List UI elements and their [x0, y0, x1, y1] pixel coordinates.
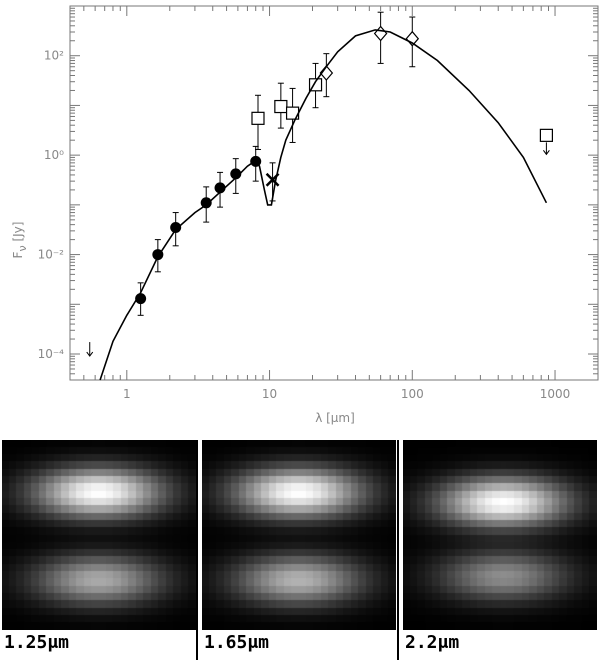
x-tick-label: 1	[123, 387, 131, 401]
sed-plot: 1 10 100 1000 10⁻⁴ 10⁻² 10⁰ 10² λ [μm] Fν [Jy]	[11, 5, 599, 425]
diamond-point	[319, 65, 334, 81]
upper-limit-arrowhead	[86, 351, 94, 357]
diamond-point	[373, 25, 388, 42]
image-1-heatmap	[2, 440, 196, 630]
square-point	[539, 128, 553, 142]
x-tick-label: 10	[262, 387, 277, 401]
square-point	[274, 99, 288, 114]
x-axis-label: λ [μm]	[315, 411, 355, 425]
image-1-label: 1.25μm	[4, 632, 70, 653]
plot-marks	[86, 11, 553, 381]
y-tick-label: 10⁰	[44, 148, 64, 162]
y-tick-label: 10²	[44, 49, 64, 63]
plot-axes: 1 10 100 1000 10⁻⁴ 10⁻² 10⁰ 10²	[38, 5, 599, 401]
image-panel-2: 1.65μm	[202, 440, 396, 660]
x-tick-label: 100	[401, 387, 424, 401]
photometry-point	[170, 222, 182, 234]
plot-frame	[69, 5, 599, 381]
x-tick-label: 1000	[540, 387, 571, 401]
photometry-point	[230, 168, 242, 180]
sed-model-curve	[99, 29, 548, 381]
y-tick-label: 10⁻²	[38, 248, 65, 262]
image-panel-1: 1.25μm	[2, 440, 196, 660]
image-2-heatmap	[202, 440, 396, 630]
image-2-label: 1.65μm	[204, 632, 270, 653]
upper-limit-arrowhead	[542, 150, 550, 156]
y-tick-label: 10⁻⁴	[38, 347, 65, 361]
divider-1	[196, 440, 198, 660]
y-axis-label: Fν [Jy]	[11, 222, 29, 259]
divider-2	[397, 440, 399, 660]
image-panel-3: 2.2μm	[403, 440, 597, 660]
photometry-point	[200, 197, 212, 209]
square-point	[251, 111, 265, 125]
image-3-label: 2.2μm	[405, 632, 460, 653]
image-3-heatmap	[403, 440, 597, 630]
